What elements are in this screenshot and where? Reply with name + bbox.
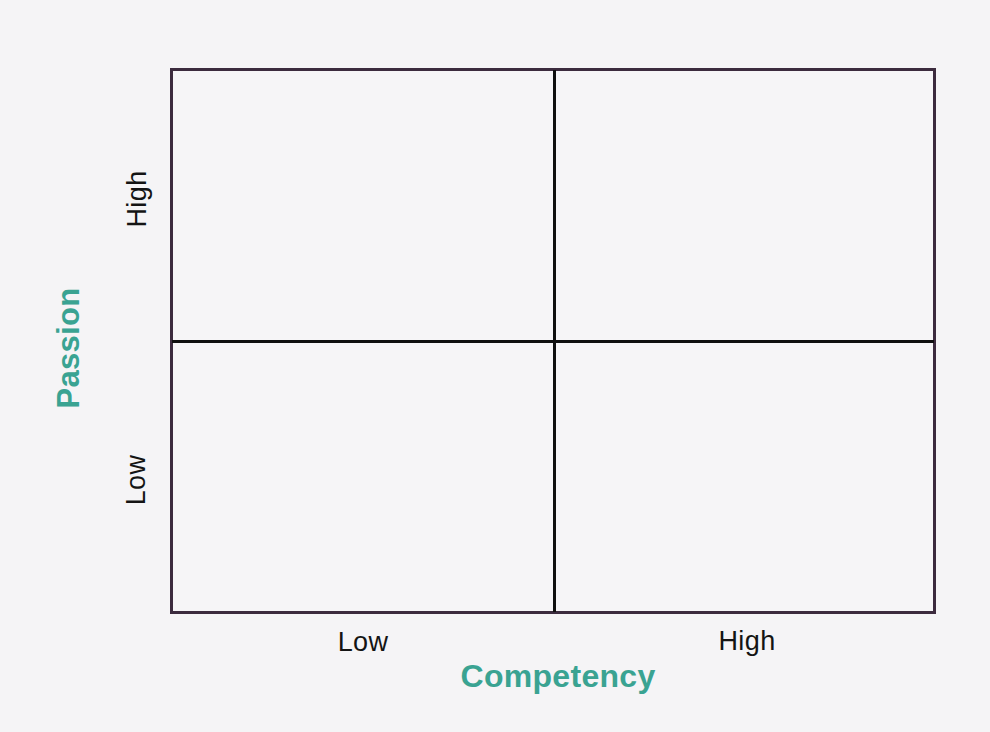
x-axis-title: Competency — [460, 658, 655, 695]
y-axis-high-label: High — [122, 170, 153, 227]
horizontal-divider-line — [172, 340, 934, 343]
y-axis-title: Passion — [51, 288, 87, 409]
quadrant-high-passion-low-competency — [173, 71, 554, 341]
quadrant-high-passion-high-competency — [557, 71, 933, 341]
y-axis-low-label: Low — [121, 455, 152, 506]
matrix-canvas: Passion High Low Low High Competency — [0, 0, 990, 732]
x-axis-low-label: Low — [338, 627, 389, 658]
quadrant-low-passion-high-competency — [557, 344, 933, 611]
quadrant-low-passion-low-competency — [173, 344, 554, 611]
x-axis-high-label: High — [718, 626, 775, 657]
